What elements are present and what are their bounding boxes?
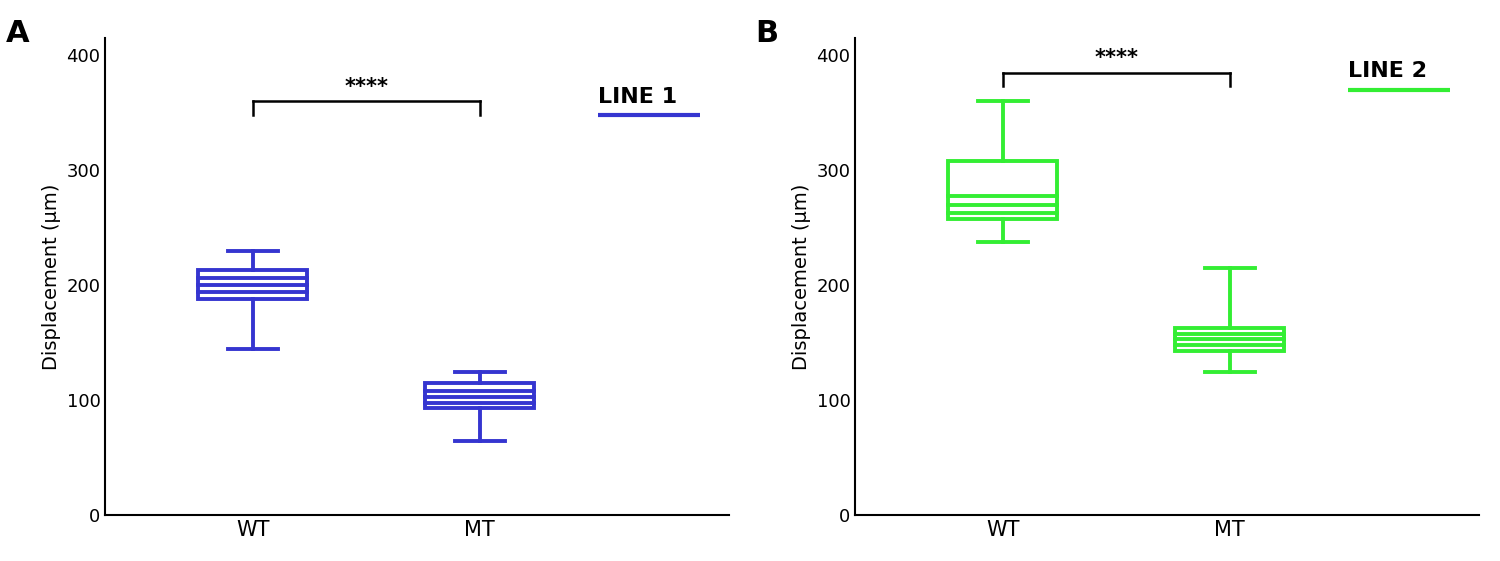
Bar (198, 270, 308, 299)
Text: B: B (756, 19, 778, 48)
Bar (948, 161, 1058, 219)
Text: LINE 2: LINE 2 (1347, 61, 1426, 81)
Bar (1174, 328, 1284, 351)
Text: ****: **** (344, 77, 388, 96)
Text: A: A (6, 19, 28, 48)
Bar (424, 383, 534, 408)
Y-axis label: Displacement (μm): Displacement (μm) (42, 183, 62, 370)
Text: LINE 1: LINE 1 (597, 87, 676, 107)
Y-axis label: Displacement (μm): Displacement (μm) (792, 183, 812, 370)
Text: ****: **** (1094, 48, 1138, 68)
